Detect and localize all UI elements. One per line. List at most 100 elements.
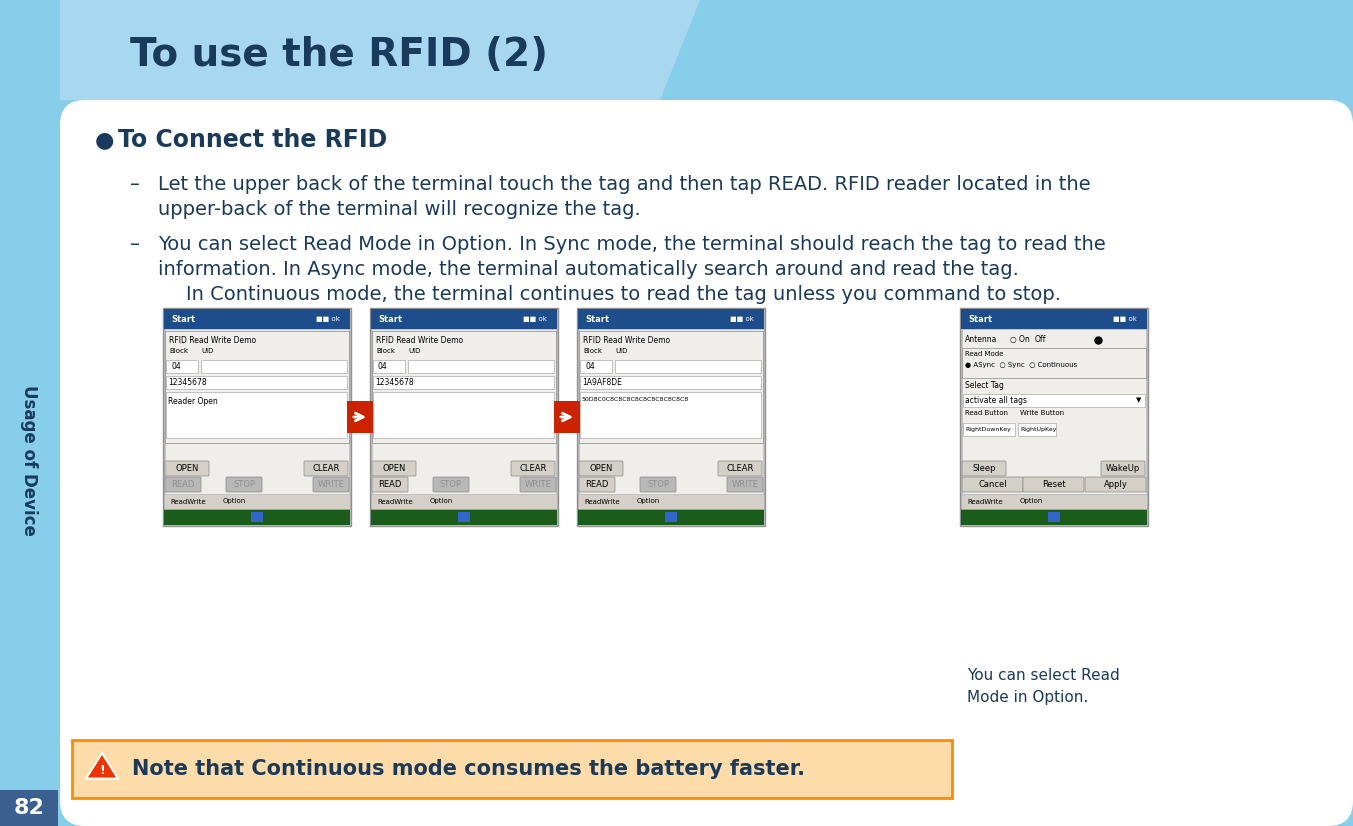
FancyBboxPatch shape — [578, 509, 764, 525]
FancyBboxPatch shape — [202, 360, 346, 373]
Text: To Connect the RFID: To Connect the RFID — [118, 128, 387, 152]
Text: ●: ● — [95, 130, 115, 150]
Text: ■■ ok: ■■ ok — [317, 316, 340, 322]
FancyBboxPatch shape — [72, 740, 953, 798]
FancyBboxPatch shape — [511, 461, 555, 476]
Text: 12345678: 12345678 — [375, 378, 414, 387]
FancyBboxPatch shape — [1017, 423, 1055, 436]
Text: RightUpKey: RightUpKey — [1020, 427, 1057, 432]
FancyBboxPatch shape — [346, 401, 373, 433]
Text: Let the upper back of the terminal touch the tag and then tap READ. RFID reader : Let the upper back of the terminal touch… — [158, 175, 1091, 194]
FancyBboxPatch shape — [164, 309, 350, 329]
Text: STOP: STOP — [647, 480, 668, 489]
Text: information. In Async mode, the terminal automatically search around and read th: information. In Async mode, the terminal… — [158, 260, 1019, 279]
Text: Reset: Reset — [1042, 480, 1065, 489]
FancyBboxPatch shape — [962, 348, 1146, 378]
FancyBboxPatch shape — [0, 0, 1353, 100]
Text: ■■ ok: ■■ ok — [524, 316, 547, 322]
FancyBboxPatch shape — [727, 477, 763, 492]
FancyBboxPatch shape — [963, 423, 1015, 436]
Text: upper-back of the terminal will recognize the tag.: upper-back of the terminal will recogniz… — [158, 200, 641, 219]
FancyBboxPatch shape — [459, 512, 469, 522]
FancyBboxPatch shape — [371, 509, 557, 525]
FancyBboxPatch shape — [162, 308, 350, 526]
FancyBboxPatch shape — [961, 308, 1147, 526]
FancyBboxPatch shape — [226, 477, 262, 492]
Text: Block: Block — [376, 348, 395, 354]
Text: RFID Read Write Demo: RFID Read Write Demo — [169, 336, 256, 345]
Text: !: ! — [99, 765, 106, 777]
Text: Antenna: Antenna — [965, 335, 997, 344]
FancyBboxPatch shape — [962, 477, 1023, 492]
FancyBboxPatch shape — [580, 376, 760, 389]
Text: activate all tags: activate all tags — [965, 396, 1027, 405]
FancyBboxPatch shape — [166, 376, 346, 389]
Text: Option: Option — [430, 499, 453, 505]
Text: OPEN: OPEN — [176, 464, 199, 473]
Text: Start: Start — [377, 315, 402, 324]
Text: CLEAR: CLEAR — [520, 464, 547, 473]
Polygon shape — [60, 0, 700, 100]
Text: ○ On: ○ On — [1009, 335, 1030, 344]
FancyBboxPatch shape — [961, 509, 1147, 525]
Text: WakeUp: WakeUp — [1105, 464, 1141, 473]
FancyBboxPatch shape — [372, 331, 556, 443]
FancyBboxPatch shape — [666, 512, 676, 522]
Text: Reader Open: Reader Open — [168, 397, 218, 406]
FancyBboxPatch shape — [1101, 461, 1145, 476]
Text: Off: Off — [1035, 335, 1046, 344]
Text: Sleep: Sleep — [973, 464, 996, 473]
Text: You can select Read
Mode in Option.: You can select Read Mode in Option. — [967, 668, 1120, 705]
Text: Note that Continuous mode consumes the battery faster.: Note that Continuous mode consumes the b… — [133, 759, 805, 779]
Text: STOP: STOP — [233, 480, 254, 489]
FancyBboxPatch shape — [373, 360, 405, 373]
Text: Option: Option — [637, 499, 660, 505]
Text: CLEAR: CLEAR — [727, 464, 754, 473]
FancyBboxPatch shape — [616, 360, 760, 373]
FancyBboxPatch shape — [166, 360, 198, 373]
FancyBboxPatch shape — [0, 790, 58, 826]
Text: ▼: ▼ — [1137, 397, 1142, 403]
Text: 04: 04 — [170, 362, 181, 371]
Text: ReadWrite: ReadWrite — [584, 499, 620, 505]
Text: READ: READ — [172, 480, 195, 489]
FancyBboxPatch shape — [373, 376, 553, 389]
Text: WRITE: WRITE — [318, 480, 345, 489]
FancyBboxPatch shape — [579, 331, 763, 443]
FancyBboxPatch shape — [373, 392, 553, 438]
FancyBboxPatch shape — [304, 461, 348, 476]
Text: Start: Start — [584, 315, 609, 324]
FancyBboxPatch shape — [165, 461, 208, 476]
FancyBboxPatch shape — [372, 329, 556, 494]
Text: Option: Option — [223, 499, 246, 505]
FancyBboxPatch shape — [553, 401, 580, 433]
FancyBboxPatch shape — [369, 308, 557, 526]
FancyBboxPatch shape — [962, 329, 1146, 494]
FancyBboxPatch shape — [409, 360, 553, 373]
Text: RFID Read Write Demo: RFID Read Write Demo — [376, 336, 463, 345]
Text: Write Button: Write Button — [1020, 410, 1063, 416]
FancyBboxPatch shape — [579, 461, 622, 476]
FancyBboxPatch shape — [640, 477, 676, 492]
Text: WRITE: WRITE — [732, 480, 759, 489]
FancyBboxPatch shape — [718, 461, 762, 476]
FancyBboxPatch shape — [963, 394, 1145, 407]
Text: In Continuous mode, the terminal continues to read the tag unless you command to: In Continuous mode, the terminal continu… — [185, 285, 1061, 304]
Text: READ: READ — [379, 480, 402, 489]
Text: RFID Read Write Demo: RFID Read Write Demo — [583, 336, 670, 345]
Text: ■■ ok: ■■ ok — [1114, 316, 1137, 322]
FancyBboxPatch shape — [313, 477, 349, 492]
Text: To use the RFID (2): To use the RFID (2) — [130, 36, 548, 74]
Text: 1A9AF8DE: 1A9AF8DE — [582, 378, 622, 387]
Text: Block: Block — [583, 348, 602, 354]
Text: Select Tag: Select Tag — [965, 381, 1004, 390]
Text: ReadWrite: ReadWrite — [967, 499, 1003, 505]
Text: ReadWrite: ReadWrite — [377, 499, 413, 505]
Text: READ: READ — [586, 480, 609, 489]
FancyBboxPatch shape — [1023, 477, 1084, 492]
Text: UID: UID — [202, 348, 214, 354]
FancyBboxPatch shape — [252, 512, 262, 522]
FancyBboxPatch shape — [580, 360, 612, 373]
Text: ReadWrite: ReadWrite — [170, 499, 206, 505]
Text: UID: UID — [616, 348, 628, 354]
